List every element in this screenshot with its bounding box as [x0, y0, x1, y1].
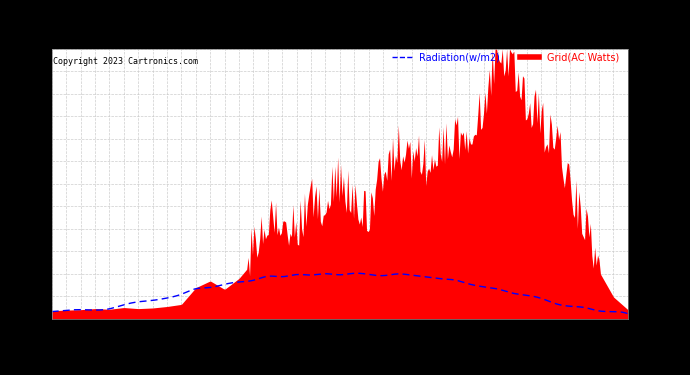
- Legend: Radiation(w/m2), Grid(AC Watts): Radiation(w/m2), Grid(AC Watts): [388, 48, 623, 66]
- Text: Grid Power & Solar Radiation Fri Oct 27 17:36: Grid Power & Solar Radiation Fri Oct 27 …: [139, 11, 551, 26]
- Text: Copyright 2023 Cartronics.com: Copyright 2023 Cartronics.com: [53, 57, 198, 66]
